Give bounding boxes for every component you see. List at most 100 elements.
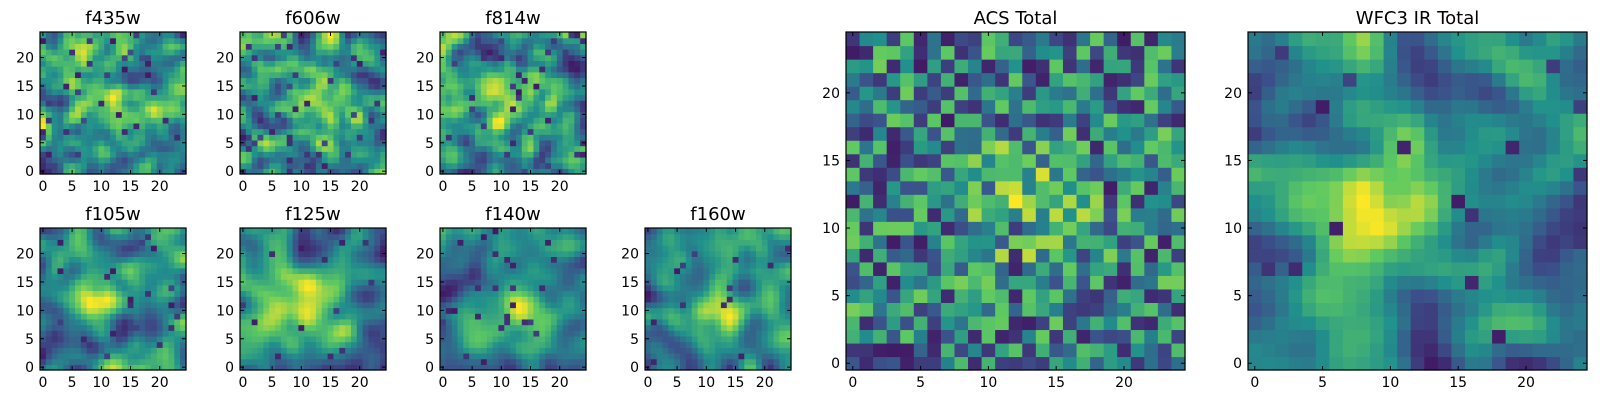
heatmap-cell: [1157, 207, 1173, 222]
heatmap-cell: [445, 290, 453, 297]
heatmap-cell: [556, 341, 564, 348]
heatmap-cell: [440, 233, 447, 240]
heatmap-cell: [510, 117, 517, 124]
heatmap-cell: [527, 49, 535, 56]
heatmap-cell: [104, 318, 111, 326]
heatmap-cell: [333, 228, 340, 235]
heatmap-cell: [515, 262, 523, 269]
heatmap-cell: [492, 239, 499, 246]
heatmap-cell: [451, 66, 459, 73]
heatmap-cell: [180, 151, 187, 158]
heatmap-cell: [515, 100, 523, 107]
heatmap-cell: [150, 273, 158, 280]
heatmap-cell: [121, 66, 129, 73]
heatmap-cell: [145, 262, 152, 269]
heatmap-cell: [115, 77, 123, 84]
heatmap-cell: [556, 279, 564, 286]
heatmap-cell: [86, 273, 94, 280]
heatmap-cell: [785, 273, 792, 280]
heatmap-cell: [315, 233, 323, 240]
heatmap-cell: [463, 43, 470, 50]
heatmap-cell: [568, 37, 575, 44]
heatmap-cell: [480, 296, 488, 303]
heatmap-cell: [515, 43, 523, 50]
heatmap-cell: [457, 279, 464, 286]
heatmap-cell: [257, 228, 264, 235]
heatmap-cell: [527, 290, 535, 297]
heatmap-cell: [162, 239, 170, 246]
heatmap-cell: [240, 71, 247, 79]
heatmap-cell: [1117, 342, 1132, 358]
heatmap-cell: [86, 151, 94, 158]
heatmap-cell: [315, 117, 323, 124]
heatmap-cell: [674, 318, 681, 326]
heatmap-cell: [1090, 248, 1105, 263]
heatmap-cell: [168, 347, 175, 354]
heatmap-cell: [527, 128, 535, 135]
heatmap-cell: [685, 245, 693, 252]
heatmap-cell: [521, 364, 529, 371]
heatmap-cell: [257, 239, 264, 246]
heatmap-cell: [1117, 234, 1132, 249]
heatmap-cell: [480, 32, 488, 39]
heatmap-cell: [656, 313, 664, 320]
heatmap-cell: [859, 167, 874, 182]
heatmap-cell: [492, 139, 499, 147]
heatmap-cell: [133, 262, 140, 269]
heatmap-cell: [1103, 302, 1118, 317]
heatmap-cell: [539, 145, 546, 152]
heatmap-cell: [350, 156, 358, 164]
heatmap-cell: [92, 364, 99, 371]
heatmap-cell: [133, 168, 140, 175]
heatmap-cell: [645, 273, 652, 280]
heatmap-cell: [451, 250, 459, 257]
heatmap-cell: [139, 117, 146, 124]
heatmap-cell: [1035, 261, 1050, 276]
heatmap-cell: [1049, 288, 1064, 303]
heatmap-cell: [110, 100, 117, 107]
heatmap-cell: [80, 37, 88, 44]
heatmap-cell: [92, 77, 99, 84]
heatmap-cell: [162, 77, 170, 84]
heatmap-cell: [292, 83, 299, 90]
heatmap-cell: [374, 139, 381, 147]
heatmap-cell: [69, 122, 76, 130]
heatmap-cell: [859, 207, 874, 222]
heatmap-cell: [345, 134, 352, 141]
heatmap-cell: [292, 267, 299, 275]
heatmap-cell: [51, 307, 59, 314]
heatmap-cell: [310, 139, 317, 147]
heatmap-cell: [286, 111, 294, 118]
heatmap-cell: [750, 313, 757, 320]
heatmap-cell: [115, 162, 123, 169]
heatmap-cell: [315, 245, 323, 252]
heatmap-cell: [145, 296, 152, 303]
heatmap-cell: [127, 347, 135, 354]
heatmap-cell: [900, 275, 915, 290]
heatmap-cell: [1090, 261, 1105, 276]
heatmap-cell: [492, 284, 499, 292]
y-tick-label: 10: [416, 107, 434, 123]
heatmap-cell: [568, 358, 575, 365]
heatmap-cell: [486, 313, 494, 320]
heatmap-cell: [1157, 194, 1173, 209]
heatmap-cells: [440, 228, 587, 371]
heatmap-cell: [275, 60, 282, 67]
heatmap-cell: [51, 66, 59, 73]
heatmap-cell: [445, 228, 453, 235]
heatmap-cell: [1022, 194, 1037, 209]
heatmap-cell: [859, 234, 874, 249]
heatmap-cell: [280, 49, 288, 56]
heatmap-cell: [550, 139, 558, 147]
heatmap-cell: [304, 54, 311, 61]
heatmap-cell: [327, 134, 335, 141]
heatmap-cell: [333, 54, 340, 61]
heatmap-cell: [469, 100, 476, 107]
heatmap-cell: [75, 290, 82, 297]
heatmap-cell: [674, 284, 681, 292]
heatmap-cell: [697, 301, 704, 309]
heatmap-cell: [315, 168, 323, 175]
heatmap-cell: [362, 347, 370, 354]
heatmap-cell: [275, 77, 282, 84]
heatmap-cell: [110, 145, 117, 152]
